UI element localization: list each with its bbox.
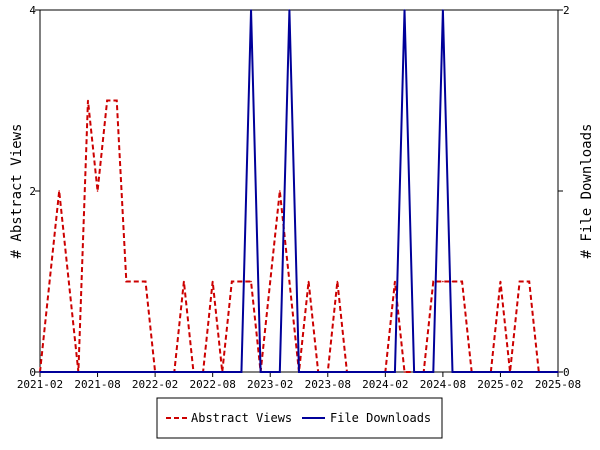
x-tick-label-2024-02: 2024-02 <box>362 378 408 391</box>
x-tick-label-2021-02: 2021-02 <box>17 378 63 391</box>
data-point-abstract-views-2022-08 <box>211 280 214 283</box>
data-point-abstract-views-2023-09 <box>336 280 339 283</box>
legend-label-file-downloads: File Downloads <box>330 411 431 425</box>
legend-box <box>156 397 443 439</box>
data-point-abstract-views-2021-10 <box>115 99 118 102</box>
data-point-abstract-views-2021-12 <box>135 280 137 283</box>
series-layer <box>39 9 559 373</box>
x-tick-label-2022-08: 2022-08 <box>189 378 235 391</box>
data-point-abstract-views-2021-04 <box>58 190 60 192</box>
y-axis-left-title: # Abstract Views <box>9 124 25 259</box>
data-point-abstract-views-2022-12 <box>250 280 252 283</box>
data-point-abstract-views-2024-10 <box>461 280 463 283</box>
data-point-abstract-views-2024-08 <box>442 280 444 283</box>
data-point-abstract-views-2021-08 <box>96 190 99 192</box>
x-tick-label-2023-08: 2023-08 <box>305 378 351 391</box>
data-point-file-downloads-2024-04 <box>403 9 406 11</box>
y-axis-left: 0 2 4 <box>29 4 40 379</box>
data-point-file-downloads-2024-09 <box>451 371 454 373</box>
x-tick-label-2025-02: 2025-02 <box>477 378 523 391</box>
data-point-file-downloads-2023-05 <box>298 371 300 373</box>
y-left-tick-label-2: 2 <box>29 185 36 198</box>
data-point-abstract-views-2023-06 <box>307 280 310 283</box>
y-left-tick-label-4: 4 <box>29 4 36 17</box>
y-axis-right-title: # File Downloads <box>579 124 595 259</box>
data-point-abstract-views-2023-03 <box>279 190 281 192</box>
data-point-abstract-views-2022-11 <box>240 280 243 283</box>
series-line-abstract-views <box>39 99 558 373</box>
data-point-abstract-views-2021-09 <box>106 99 108 102</box>
y-axis-right: 02 <box>558 4 570 379</box>
data-point-abstract-views-2021-03 <box>48 280 51 283</box>
x-tick-label-2024-08: 2024-08 <box>420 378 466 391</box>
x-tick-label-2021-08: 2021-08 <box>74 378 120 391</box>
data-point-file-downloads-2022-12 <box>250 9 252 11</box>
legend-label-abstract-views: Abstract Views <box>191 411 292 425</box>
data-point-abstract-views-2024-09 <box>451 280 454 283</box>
series-line-file-downloads <box>40 9 558 373</box>
data-point-abstract-views-2021-07 <box>87 99 89 102</box>
data-point-abstract-views-2024-04 <box>403 371 406 373</box>
data-point-abstract-views-2025-02 <box>499 280 502 283</box>
data-point-file-downloads-2021-02 <box>39 371 41 373</box>
legend: Abstract Views File Downloads <box>156 397 443 439</box>
x-tick-label-2025-08: 2025-08 <box>535 378 581 391</box>
data-point-file-downloads-2024-03 <box>394 371 396 373</box>
data-point-file-downloads-2023-01 <box>259 371 262 373</box>
data-point-file-downloads-2023-02 <box>269 371 272 373</box>
x-tick-label-2023-02: 2023-02 <box>247 378 293 391</box>
data-point-file-downloads-2024-05 <box>413 371 415 373</box>
data-point-file-downloads-2025-08 <box>557 371 559 373</box>
data-point-file-downloads-2024-07 <box>432 371 435 373</box>
data-point-abstract-views-2023-04 <box>288 280 291 283</box>
data-point-file-downloads-2022-11 <box>240 371 243 373</box>
data-point-abstract-views-2024-03 <box>394 280 396 283</box>
data-point-file-downloads-2024-08 <box>442 9 444 11</box>
data-point-abstract-views-2025-05 <box>528 280 531 283</box>
y-right-tick-label-0: 0 <box>563 366 570 379</box>
data-point-abstract-views-2023-02 <box>269 280 272 283</box>
y-left-tick-label-0: 0 <box>29 366 36 379</box>
data-point-file-downloads-2023-04 <box>288 9 291 11</box>
y-right-tick-label-2: 2 <box>563 4 570 17</box>
data-point-abstract-views-2022-01 <box>144 280 147 283</box>
data-point-abstract-views-2024-07 <box>432 280 435 283</box>
plot-frame <box>39 9 559 373</box>
data-point-abstract-views-2022-10 <box>231 280 233 283</box>
data-point-abstract-views-2025-04 <box>518 280 521 283</box>
x-tick-label-2022-02: 2022-02 <box>132 378 178 391</box>
data-point-file-downloads-2023-03 <box>279 371 281 373</box>
data-point-abstract-views-2021-05 <box>67 280 70 283</box>
x-axis: 2021-02 2021-08 2022-02 2022-08 2023-02 2023-… <box>17 372 581 391</box>
data-point-abstract-views-2022-05 <box>183 280 185 283</box>
data-point-abstract-views-2021-11 <box>125 280 128 283</box>
